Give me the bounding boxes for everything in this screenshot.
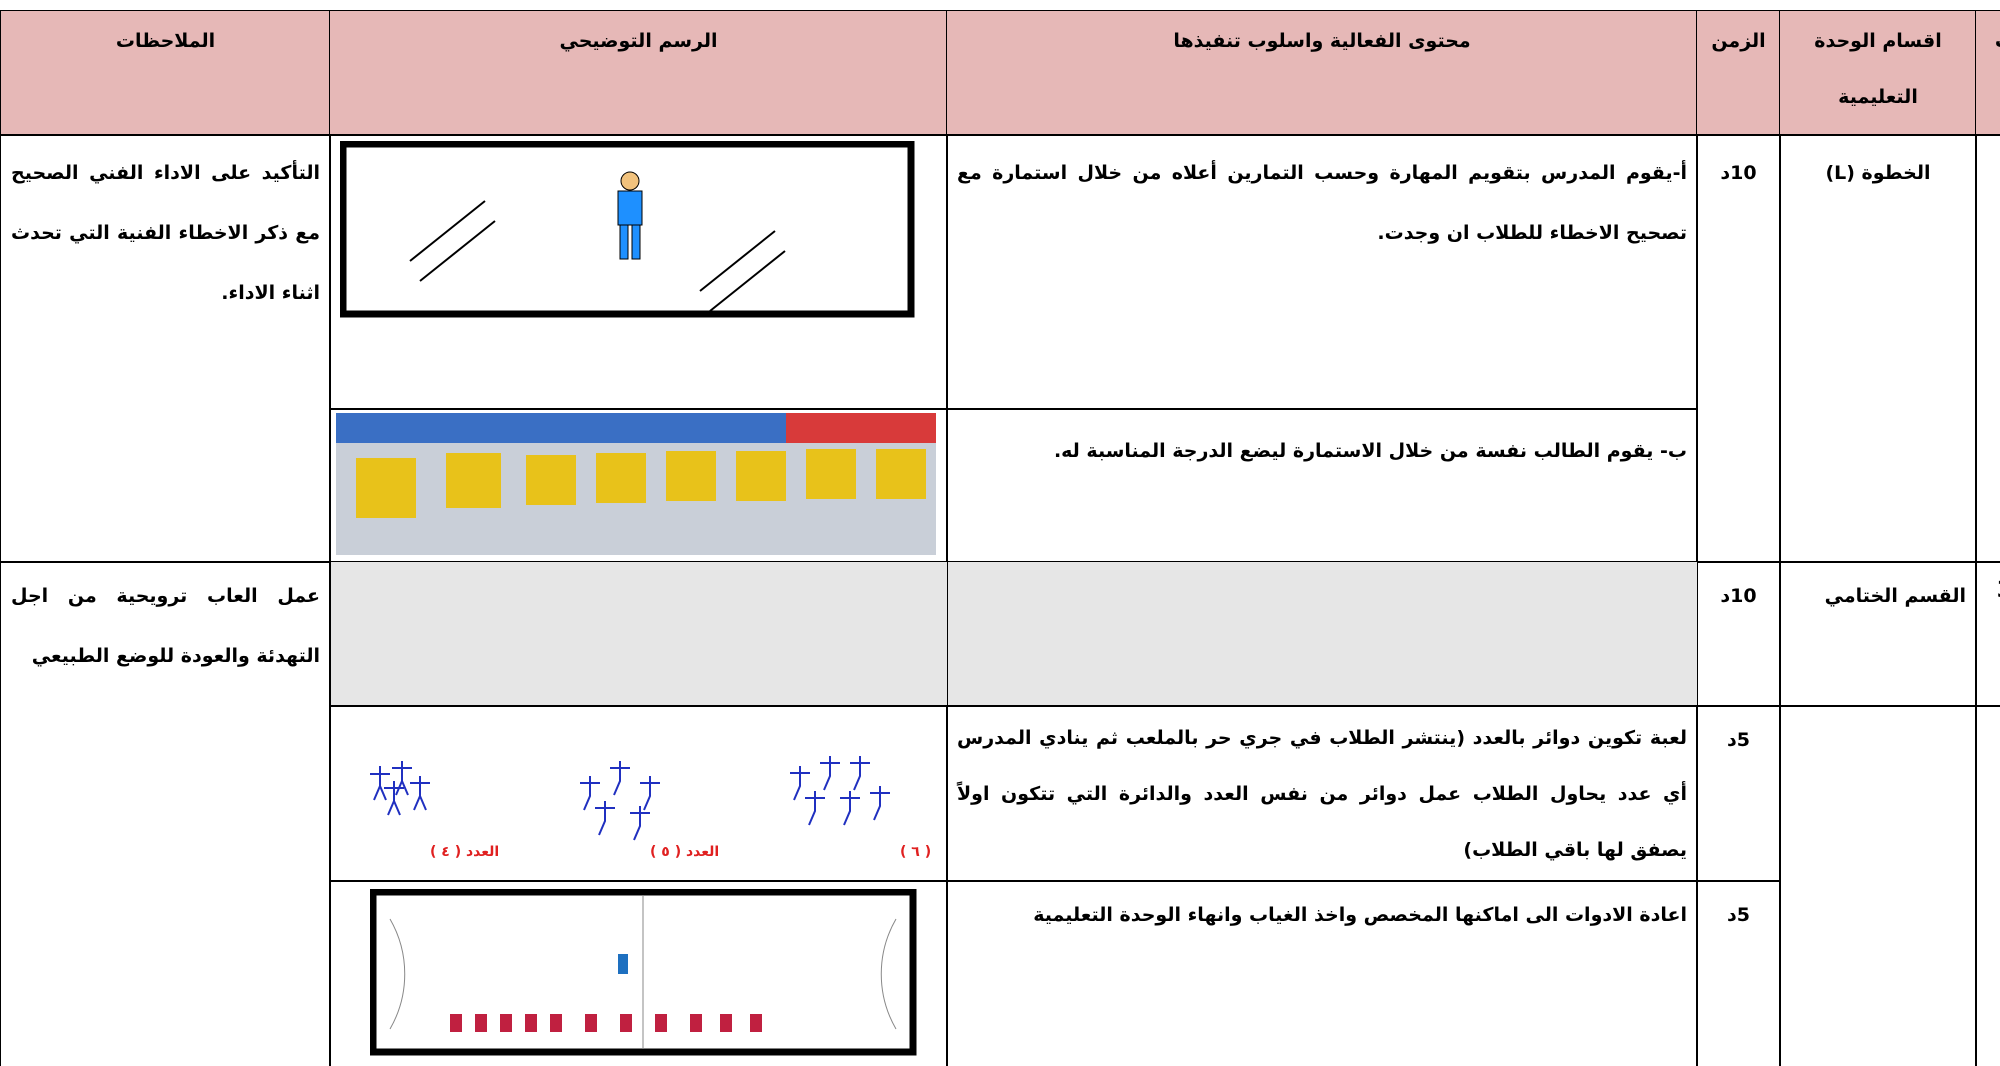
section: القسم الختامي xyxy=(1779,561,1977,707)
time: 5د xyxy=(1696,880,1781,1066)
time: 10د xyxy=(1696,134,1781,563)
content: ب- يقوم الطالب نفسة من خلال الاستمارة لي… xyxy=(946,408,1698,563)
illustration-empty xyxy=(329,561,948,707)
notes: عمل العاب ترويحية من اجل التهدئة والعودة… xyxy=(0,561,331,1066)
illustration-cell xyxy=(329,134,948,410)
notes: التأكيد على الاداء الفني الصحيح مع ذكر ا… xyxy=(0,134,331,563)
seq-cell xyxy=(1975,134,2000,563)
time: 5د xyxy=(1696,705,1781,882)
illustration-cell xyxy=(329,880,948,1066)
content: أ-يقوم المدرس بتقويم المهارة وحسب التمار… xyxy=(946,134,1698,410)
court-figure xyxy=(370,889,917,1056)
header-illustration: الرسم التوضيحي xyxy=(329,10,948,136)
header-time: الزمن xyxy=(1696,10,1781,136)
illustration-cell xyxy=(329,408,948,563)
header-section: اقسام الوحدة التعليمية xyxy=(1779,10,1977,136)
content: لعبة تكوين دوائر بالعدد (ينتشر الطلاب في… xyxy=(946,705,1698,882)
content-empty xyxy=(946,561,1698,707)
photo xyxy=(336,413,936,555)
section: الخطوة (L) xyxy=(1779,134,1977,563)
figure-drawing xyxy=(340,141,915,318)
illustration-cell: العدد ( ٤ ) العدد ( ٥ ) العدد ( ٦ ) xyxy=(329,705,948,882)
seq-cell xyxy=(1975,705,2000,1066)
seq: 3 xyxy=(1975,561,2000,707)
time: 10د xyxy=(1696,561,1781,707)
header-seq: ت xyxy=(1975,10,2000,136)
figure-label: العدد ( ٤ ) xyxy=(430,844,499,860)
section-cell xyxy=(1779,705,1977,1066)
content: اعادة الادوات الى اماكنها المخصص واخذ ال… xyxy=(946,880,1698,1066)
header-content: محتوى الفعالية واسلوب تنفيذها xyxy=(946,10,1698,136)
circles-figure: العدد ( ٤ ) العدد ( ٥ ) العدد ( ٦ ) xyxy=(370,756,930,860)
figure-label: العدد ( ٦ ) xyxy=(900,844,930,860)
figure-label: العدد ( ٥ ) xyxy=(650,844,719,860)
header-notes: الملاحظات xyxy=(0,10,331,136)
